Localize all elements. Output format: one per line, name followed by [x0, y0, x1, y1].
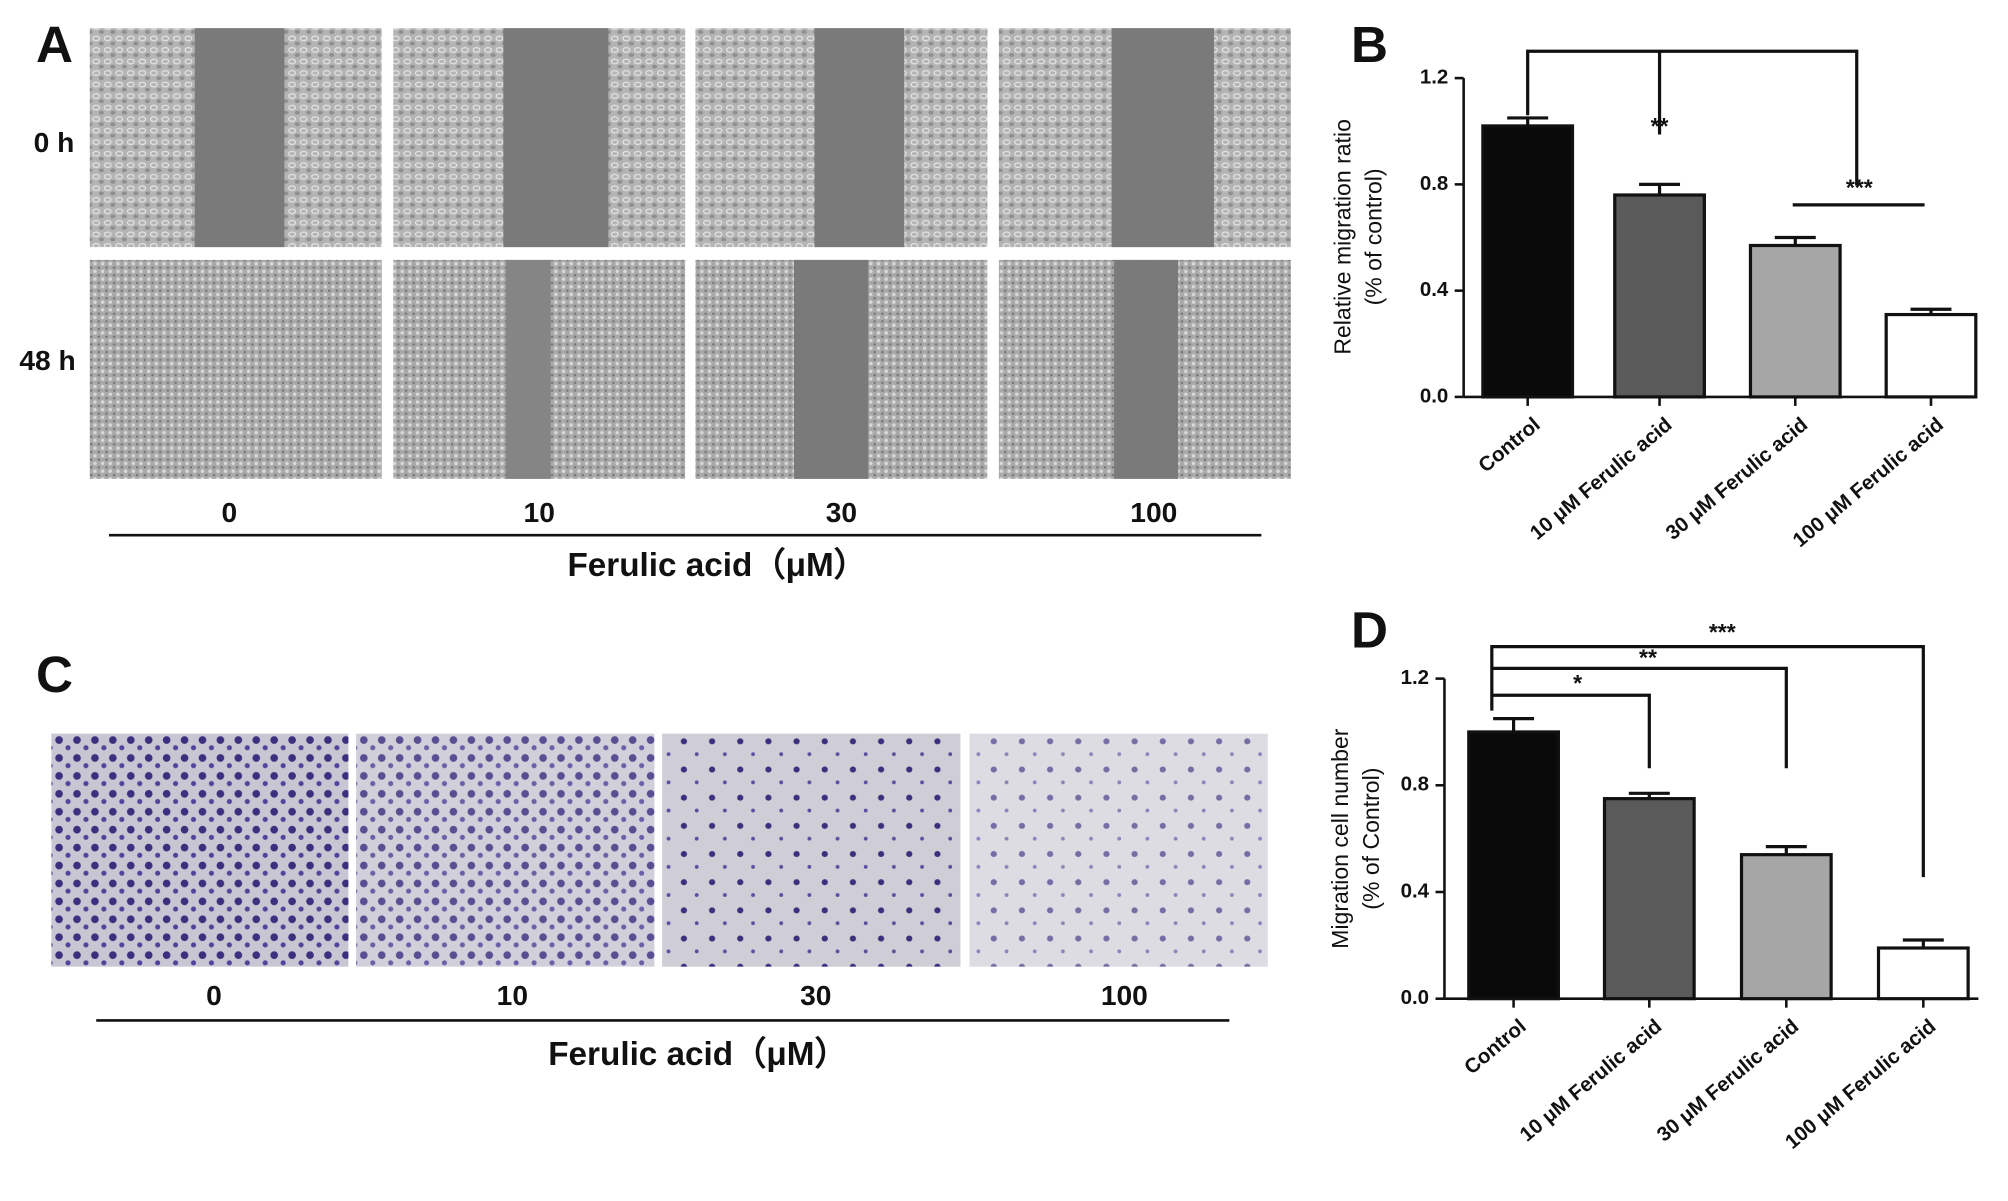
micrograph	[51, 733, 349, 967]
wound-gap	[794, 259, 869, 479]
bar	[1884, 312, 1978, 399]
significance-label: *	[1573, 670, 1582, 696]
wound-gap	[814, 28, 905, 248]
row-label: 0 h	[34, 127, 75, 158]
y-tick-label: 0.8	[1420, 172, 1448, 195]
micrograph	[662, 733, 961, 967]
y-tick-label: 0.4	[1401, 879, 1430, 902]
x-tick-label: 30 μM Ferulic acid	[1661, 413, 1812, 545]
column-label: 100	[1101, 980, 1148, 1011]
significance-label: **	[1639, 644, 1657, 670]
x-tick-label: Control	[1474, 413, 1545, 477]
column-label: 10	[497, 980, 528, 1011]
wound-gap	[503, 28, 609, 248]
micrograph	[89, 259, 382, 479]
column-label: 30	[800, 980, 831, 1011]
wound-gap	[1111, 28, 1214, 248]
axis-title: Ferulic acid（μM）	[567, 547, 866, 584]
y-tick-label: 0.4	[1420, 278, 1449, 301]
y-tick-label: 0.0	[1420, 384, 1448, 407]
bar	[1876, 946, 1970, 1001]
x-tick-label: 10 μM Ferulic acid	[1516, 1015, 1667, 1147]
x-tick-label: 100 μM Ferulic acid	[1788, 413, 1947, 552]
column-label: 10	[524, 497, 555, 528]
bar	[1739, 853, 1833, 1001]
axis-title: Ferulic acid（μM）	[548, 1036, 847, 1073]
significance-bracket	[1491, 666, 1788, 769]
bar	[1481, 124, 1575, 399]
bar	[1613, 193, 1706, 399]
wound-gap	[505, 259, 551, 479]
panel-label: D	[1351, 601, 1388, 658]
panel-label: B	[1351, 16, 1388, 73]
panel-label: C	[36, 646, 73, 703]
column-label: 100	[1130, 497, 1177, 528]
wound-gap	[194, 28, 285, 248]
significance-bracket	[1491, 693, 1651, 769]
column-label: 30	[826, 497, 857, 528]
y-axis-label: Migration cell number	[1327, 728, 1353, 948]
significance-label: ***	[1846, 175, 1873, 201]
bar	[1602, 797, 1696, 1001]
significance-label: ***	[1709, 619, 1736, 645]
wound-gap	[1114, 259, 1179, 479]
y-tick-label: 0.8	[1401, 773, 1429, 796]
y-tick-label: 1.2	[1401, 666, 1429, 689]
significance-label: **	[1651, 113, 1669, 139]
panel-label: A	[36, 16, 73, 73]
micrographs	[51, 28, 1291, 967]
y-axis-label: (% of Control)	[1358, 768, 1384, 910]
x-tick-label: 10 μM Ferulic acid	[1526, 413, 1677, 545]
bar	[1748, 243, 1842, 399]
y-tick-label: 1.2	[1420, 66, 1448, 89]
column-label: 0	[222, 497, 238, 528]
y-axis-label: Relative migration ratio	[1330, 119, 1356, 355]
y-tick-label: 0.0	[1401, 986, 1429, 1009]
x-tick-label: Control	[1460, 1015, 1531, 1079]
column-label: 0	[206, 980, 222, 1011]
row-label: 48 h	[19, 345, 75, 376]
micrograph	[969, 733, 1268, 967]
micrograph	[356, 733, 655, 967]
y-axis-label: (% of control)	[1360, 168, 1386, 305]
x-tick-label: 30 μM Ferulic acid	[1653, 1015, 1804, 1147]
significance-bracket	[1526, 49, 1859, 186]
x-tick-label: 100 μM Ferulic acid	[1781, 1015, 1940, 1154]
significance-bracket	[1490, 644, 1925, 878]
bar	[1467, 730, 1561, 1001]
